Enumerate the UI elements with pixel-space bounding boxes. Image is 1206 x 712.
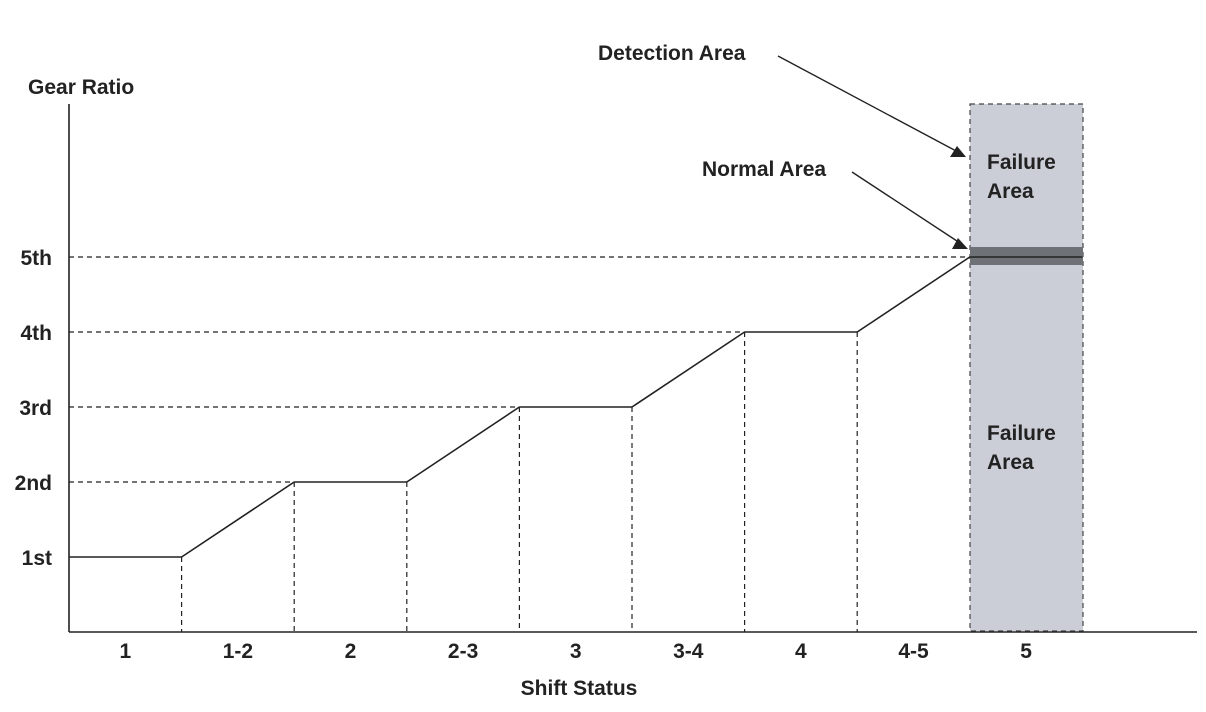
y-tick-label-2nd: 2nd xyxy=(15,472,52,495)
failure-lower-line-1: Failure xyxy=(987,422,1056,445)
failure-area-label-lower: Failure Area xyxy=(987,422,1062,474)
y-tick-label-1st: 1st xyxy=(22,547,52,570)
y-tick-label-4th: 4th xyxy=(21,322,53,345)
x-tick-label-4: 4 xyxy=(795,640,807,663)
transition-segment-4-5 xyxy=(856,256,971,333)
normal-area-band xyxy=(970,247,1083,265)
transition-segment-1-2 xyxy=(181,481,295,558)
y-tick-label-3rd: 3rd xyxy=(19,397,52,420)
x-tick-label-2-3: 2-3 xyxy=(448,640,478,663)
y-tick-label-5th: 5th xyxy=(21,247,53,270)
detection-arrow-line xyxy=(777,55,959,153)
normal-area-label: Normal Area xyxy=(702,158,826,181)
detection-area-label: Detection Area xyxy=(598,42,746,65)
failure-lower-line-2: Area xyxy=(987,451,1034,474)
x-tick-label-4-5: 4-5 xyxy=(898,640,929,663)
x-tick-label-3-4: 3-4 xyxy=(673,640,704,663)
normal-arrowhead xyxy=(952,238,968,249)
x-axis-title: Shift Status xyxy=(521,677,638,700)
detection-area-region xyxy=(969,103,1084,632)
x-tick-label-3: 3 xyxy=(570,640,582,663)
transition-segment-2-3 xyxy=(406,406,520,483)
normal-arrow-line xyxy=(851,171,961,244)
x-tick-label-1: 1 xyxy=(119,640,131,663)
detection-arrowhead xyxy=(950,146,966,157)
x-tick-label-5: 5 xyxy=(1020,640,1032,663)
x-tick-label-1-2: 1-2 xyxy=(223,640,253,663)
failure-upper-line-2: Area xyxy=(987,180,1034,203)
x-tick-label-2: 2 xyxy=(345,640,357,663)
failure-area-label-upper: Failure Area xyxy=(987,151,1062,203)
failure-upper-line-1: Failure xyxy=(987,151,1056,174)
transition-segment-3-4 xyxy=(631,331,746,408)
y-axis-title: Gear Ratio xyxy=(28,76,134,99)
